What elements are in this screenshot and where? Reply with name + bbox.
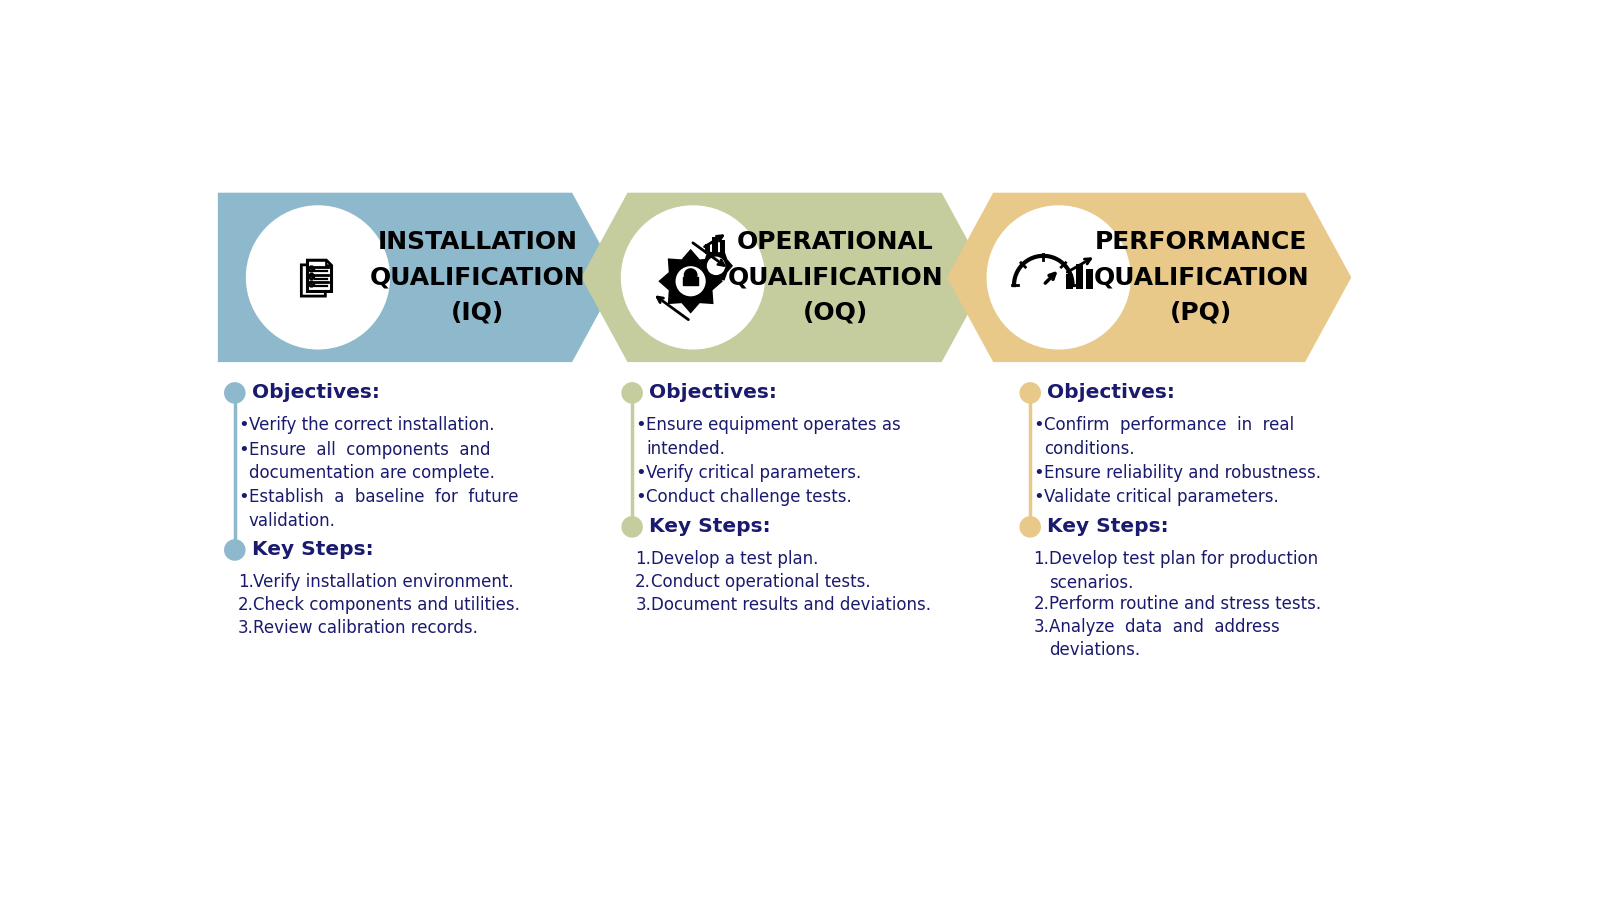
Text: 3.: 3. — [1034, 617, 1050, 635]
Text: •: • — [1034, 489, 1045, 507]
Text: Key Steps:: Key Steps: — [251, 541, 373, 560]
Text: OPERATIONAL
QUALIFICATION
(OQ): OPERATIONAL QUALIFICATION (OQ) — [728, 230, 944, 325]
Text: 1.: 1. — [238, 573, 254, 591]
Text: Key Steps:: Key Steps: — [650, 518, 771, 536]
Text: •: • — [635, 489, 646, 507]
Text: Objectives:: Objectives: — [1046, 383, 1174, 402]
Text: Perform routine and stress tests.: Perform routine and stress tests. — [1048, 595, 1322, 613]
Text: •: • — [238, 489, 248, 507]
Text: Document results and deviations.: Document results and deviations. — [651, 596, 931, 614]
Text: Confirm  performance  in  real
conditions.: Confirm performance in real conditions. — [1045, 416, 1294, 457]
Circle shape — [1019, 516, 1042, 537]
Text: Objectives:: Objectives: — [650, 383, 778, 402]
Circle shape — [621, 516, 643, 537]
Circle shape — [982, 201, 1136, 355]
Text: Key Steps:: Key Steps: — [1046, 518, 1168, 536]
Polygon shape — [658, 249, 723, 313]
Text: Conduct operational tests.: Conduct operational tests. — [651, 573, 870, 591]
Polygon shape — [326, 260, 331, 265]
Text: •: • — [238, 441, 248, 459]
Polygon shape — [301, 265, 325, 296]
Polygon shape — [218, 193, 618, 362]
Polygon shape — [699, 251, 733, 281]
Text: 2.: 2. — [635, 573, 651, 591]
Text: •: • — [635, 416, 646, 434]
Text: Verify installation environment.: Verify installation environment. — [253, 573, 514, 591]
Text: •: • — [1034, 416, 1045, 434]
FancyBboxPatch shape — [1067, 274, 1074, 289]
Text: •: • — [238, 416, 248, 434]
Circle shape — [1019, 382, 1042, 404]
Text: Establish  a  baseline  for  future
validation.: Establish a baseline for future validati… — [248, 489, 518, 530]
Text: •: • — [1034, 464, 1045, 482]
Circle shape — [683, 268, 698, 282]
FancyBboxPatch shape — [704, 244, 710, 255]
Text: 2.: 2. — [1034, 595, 1050, 613]
Polygon shape — [581, 193, 987, 362]
Text: 2.: 2. — [238, 596, 254, 614]
Circle shape — [616, 201, 770, 355]
Text: Objectives:: Objectives: — [251, 383, 379, 402]
FancyBboxPatch shape — [1086, 269, 1093, 289]
Text: 1.: 1. — [1034, 550, 1050, 568]
Text: Check components and utilities.: Check components and utilities. — [253, 596, 520, 614]
FancyBboxPatch shape — [712, 238, 717, 255]
Circle shape — [242, 201, 395, 355]
Circle shape — [224, 539, 245, 561]
Text: Ensure equipment operates as
intended.: Ensure equipment operates as intended. — [646, 416, 901, 457]
Text: Conduct challenge tests.: Conduct challenge tests. — [646, 489, 851, 507]
Text: •: • — [635, 464, 646, 482]
Polygon shape — [947, 193, 1352, 362]
Text: PERFORMANCE
QUALIFICATION
(PQ): PERFORMANCE QUALIFICATION (PQ) — [1093, 230, 1309, 325]
Text: Develop a test plan.: Develop a test plan. — [651, 550, 818, 568]
Polygon shape — [307, 260, 331, 292]
FancyBboxPatch shape — [1077, 265, 1083, 289]
Circle shape — [224, 382, 245, 404]
Text: Analyze  data  and  address
deviations.: Analyze data and address deviations. — [1048, 617, 1280, 660]
Text: Ensure  all  components  and
documentation are complete.: Ensure all components and documentation … — [248, 441, 494, 482]
Circle shape — [675, 266, 706, 296]
Text: Ensure reliability and robustness.: Ensure reliability and robustness. — [1045, 464, 1322, 482]
FancyBboxPatch shape — [720, 240, 725, 255]
Text: Develop test plan for production
scenarios.: Develop test plan for production scenari… — [1048, 550, 1318, 591]
Text: 1.: 1. — [635, 550, 651, 568]
Text: Review calibration records.: Review calibration records. — [253, 619, 478, 637]
Text: Validate critical parameters.: Validate critical parameters. — [1045, 489, 1278, 507]
Circle shape — [707, 256, 725, 275]
Text: INSTALLATION
QUALIFICATION
(IQ): INSTALLATION QUALIFICATION (IQ) — [370, 230, 586, 325]
Text: 3.: 3. — [238, 619, 254, 637]
Circle shape — [621, 382, 643, 404]
Text: 3.: 3. — [635, 596, 651, 614]
Text: Verify critical parameters.: Verify critical parameters. — [646, 464, 861, 482]
Text: Verify the correct installation.: Verify the correct installation. — [248, 416, 494, 434]
